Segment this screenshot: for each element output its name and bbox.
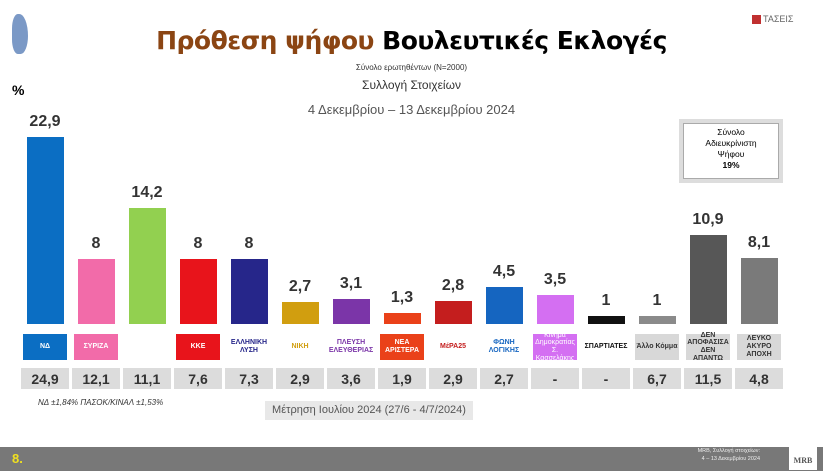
value-label: 8,1 <box>747 233 771 251</box>
value-label: 1 <box>652 291 662 309</box>
bar <box>77 258 115 324</box>
bar <box>689 234 727 324</box>
value-label: 8 <box>91 234 101 252</box>
party-logo: Άλλο Κόμμα <box>635 334 679 360</box>
bar <box>281 301 319 324</box>
value-label: 3,5 <box>543 271 567 289</box>
value-label: 2,7 <box>288 277 312 295</box>
bar <box>587 315 625 324</box>
bar <box>740 257 778 324</box>
party-logo: ΦΩΝΗ ΛΟΓΙΚΗΣ <box>488 339 520 354</box>
party-logo: ΝΕΑ ΑΡΙΣΤΕΡΑ <box>380 334 424 360</box>
y-axis-label: % <box>12 82 25 98</box>
party-logo: ΚΚΕ <box>176 334 220 360</box>
value-label: 4,5 <box>492 263 516 281</box>
period: 4 Δεκεμβρίου – 13 Δεκεμβρίου 2024 <box>307 102 516 117</box>
bar <box>332 298 370 324</box>
party-logo <box>125 334 169 360</box>
value-label: 3,1 <box>339 274 363 292</box>
mrb-logo: MRB <box>789 446 817 470</box>
previous-measurement-label: Μέτρηση Ιουλίου 2024 (27/6 - 4/7/2024) <box>265 401 473 420</box>
previous-value-cell: 11,5 <box>684 368 732 389</box>
party-logo: Κίνημα Δημοκρατίας Σ. Κασσελάκης <box>533 332 577 362</box>
undecided-annotation: Σύνολο Αδιευκρίνιστη Ψήφου 19% <box>683 123 779 179</box>
party-logo: ΝΙΚΗ <box>291 343 309 351</box>
value-label: 10,9 <box>692 210 724 228</box>
previous-value-cell: 1,9 <box>378 368 426 389</box>
party-logo: ΣΥΡΙΖΑ <box>74 334 118 360</box>
subtitle: Συλλογή Στοιχείων <box>362 78 461 92</box>
bar <box>434 301 472 324</box>
bar <box>536 295 574 324</box>
previous-value-cell: 6,7 <box>633 368 681 389</box>
page-number: 8. <box>12 451 23 466</box>
party-logo: ΛΕΥΚΟ ΑΚΥΡΟ ΑΠΟΧΗ <box>737 334 781 360</box>
bar <box>638 315 676 324</box>
bar <box>179 258 217 324</box>
previous-value-cell: 11,1 <box>123 368 171 389</box>
party-logo: ΔΕΝ ΑΠΟΦΑΣΙΣΑ ΔΕΝ ΑΠΑΝΤΩ <box>686 331 730 362</box>
page-title: Πρόθεση ψήφου Βουλευτικές Εκλογές <box>156 26 667 55</box>
party-logo: ΝΔ <box>23 334 67 360</box>
bar <box>230 258 268 324</box>
previous-value-cell: 24,9 <box>21 368 69 389</box>
party-logo: ΜέΡΑ25 <box>440 343 466 351</box>
margin-note: ΝΔ ±1,84% ΠΑΣΟΚ/ΚΙΝΑΛ ±1,53% <box>38 398 164 407</box>
party-logo: ΠΛΕΥΣΗ ΕΛΕΥΘΕΡΙΑΣ <box>328 339 374 354</box>
value-label: 22,9 <box>29 112 61 130</box>
party-logo: ΕΛΛΗΝΙΚΗ ΛΥΣΗ <box>230 339 268 354</box>
previous-value-cell: 2,9 <box>276 368 324 389</box>
party-logo: ΣΠΑΡΤΙΑΤΕΣ <box>584 343 628 351</box>
value-label: 8 <box>193 234 203 252</box>
bar <box>485 287 523 324</box>
sample-size: Σύνολο ερωτηθέντων (N=2000) <box>355 63 468 72</box>
previous-value-cell: 2,7 <box>480 368 528 389</box>
bar <box>383 313 421 324</box>
footer-bar <box>0 447 823 471</box>
previous-value-cell: 3,6 <box>327 368 375 389</box>
tasis-logo: ΤΑΣΕΙΣ <box>752 14 793 25</box>
value-label: 1 <box>601 291 611 309</box>
previous-value-cell: - <box>582 368 630 389</box>
greece-map-icon <box>12 14 28 54</box>
previous-value-cell: 7,6 <box>174 368 222 389</box>
previous-value-cell: 4,8 <box>735 368 783 389</box>
value-label: 1,3 <box>390 289 414 307</box>
previous-value-cell: 2,9 <box>429 368 477 389</box>
previous-value-cell: 7,3 <box>225 368 273 389</box>
source-note: MRB, Συλλογή στοιχείων: 4 – 13 Δεκεμβρίου… <box>697 448 760 462</box>
bar <box>128 207 166 324</box>
bar <box>26 136 64 324</box>
value-label: 2,8 <box>441 277 465 295</box>
value-label: 8 <box>244 234 254 252</box>
previous-value-cell: 12,1 <box>72 368 120 389</box>
value-label: 14,2 <box>131 183 163 201</box>
previous-value-cell: - <box>531 368 579 389</box>
